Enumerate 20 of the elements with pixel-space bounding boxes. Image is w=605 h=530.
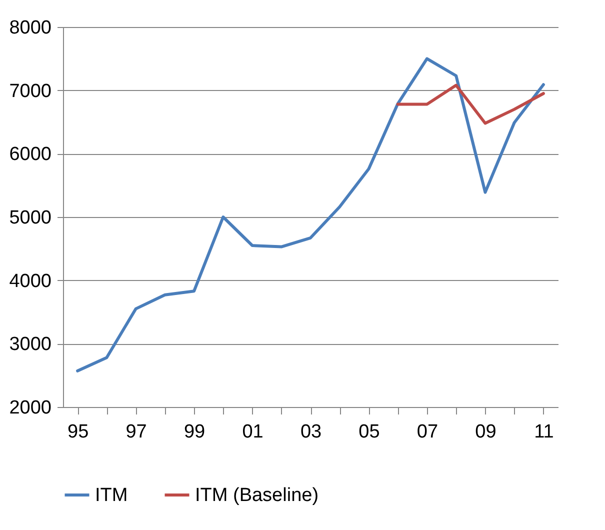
legend-label: ITM [95, 485, 128, 506]
x-tick-label: 07 [416, 422, 438, 442]
x-tick-label: 97 [126, 422, 147, 442]
line-series [396, 84, 545, 125]
y-tick-label: 3000 [9, 334, 52, 356]
x-tick-label: 11 [534, 422, 554, 442]
y-tick-label: 7000 [9, 80, 52, 102]
legend-label: ITM (Baseline) [195, 485, 319, 506]
x-tick-label: 01 [242, 422, 264, 442]
x-tick-label: 99 [184, 422, 206, 442]
x-tick-label: 05 [358, 422, 380, 442]
x-tick-label: 95 [67, 422, 89, 442]
y-tick-label: 8000 [9, 18, 52, 38]
x-tick-label: 09 [475, 422, 496, 442]
y-tick-label: 5000 [9, 208, 52, 228]
x-tick-label: 03 [300, 422, 322, 442]
y-tick-label: 6000 [9, 144, 52, 166]
y-tick-label: 4000 [9, 270, 52, 292]
y-tick-label: 2000 [9, 398, 52, 418]
line-series [76, 57, 545, 372]
